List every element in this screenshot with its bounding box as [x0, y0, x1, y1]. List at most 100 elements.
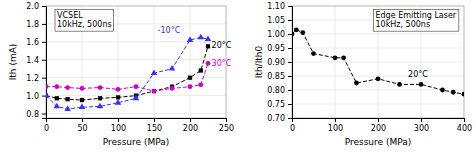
x-axis-title: Pressure (MPa) — [103, 137, 170, 147]
tick: 400 — [457, 118, 472, 133]
tick-label: 0 — [44, 124, 49, 133]
tick-mark — [288, 90, 292, 91]
tick-label: 1.05 — [267, 16, 285, 25]
grid-line — [46, 113, 226, 114]
tick: 1.6 — [26, 38, 46, 47]
tick: 0.8 — [26, 110, 46, 119]
plot-frame — [292, 6, 464, 118]
tick-mark — [226, 118, 227, 122]
series-line — [292, 30, 464, 94]
panel: 01002003004000.700.750.800.850.900.951.0… — [254, 2, 472, 147]
point — [65, 85, 70, 90]
grid-line — [190, 6, 191, 118]
axis-line — [47, 119, 227, 123]
point — [206, 61, 211, 66]
y-axis: 0.700.750.800.850.900.951.001.051.10 — [267, 2, 292, 123]
tick: 0.70 — [267, 114, 292, 123]
point — [206, 44, 210, 48]
tick-mark — [288, 48, 292, 49]
axis-line — [288, 7, 293, 119]
tick: 200 — [371, 118, 386, 133]
tick-label: 1.4 — [26, 56, 39, 65]
tick-mark — [378, 118, 379, 122]
series-line — [46, 63, 208, 91]
axis-line — [293, 119, 465, 123]
axis-line — [42, 7, 47, 119]
tick-label: 100 — [328, 124, 343, 133]
tick: 250 — [219, 118, 234, 133]
tick-label: 0.8 — [26, 110, 39, 119]
point — [462, 92, 464, 97]
figure: 0 50 100 150 200 250 0.8 1.0 1.2 1.4 1.6 1.8 2.0 Pres… — [0, 0, 474, 158]
point — [419, 82, 424, 87]
point — [151, 69, 157, 75]
tick: 1.0 — [26, 92, 46, 101]
tick: 1.05 — [267, 16, 292, 25]
point — [98, 96, 102, 100]
point — [54, 103, 60, 109]
tick: 50 — [77, 118, 87, 133]
annotation: 20°C — [408, 70, 428, 79]
tick-mark — [82, 118, 83, 122]
tick-label: 0.95 — [267, 44, 285, 53]
tick-label: 150 — [147, 124, 162, 133]
tick-label: 1.2 — [26, 74, 39, 83]
tick-label: 0.85 — [267, 72, 285, 81]
point — [440, 88, 445, 93]
point — [170, 86, 175, 91]
point — [133, 95, 139, 101]
tick-label: 2.0 — [26, 2, 39, 11]
tick: 300 — [414, 118, 429, 133]
tick: 0.75 — [267, 100, 292, 109]
point — [152, 89, 157, 94]
x-axis: 0 100 200 300 400 — [290, 118, 472, 133]
point — [55, 96, 59, 100]
point — [397, 82, 402, 87]
title-frame — [373, 9, 458, 31]
y-axis: 0.8 1.0 1.2 1.4 1.6 1.8 2.0 — [26, 2, 46, 119]
point — [199, 68, 203, 72]
point — [116, 87, 121, 92]
point — [376, 76, 381, 81]
point — [97, 103, 103, 109]
grid-line — [292, 76, 464, 77]
plot-area — [292, 27, 464, 96]
tick-mark — [288, 62, 292, 63]
y-axis-title: Ith (mA) — [8, 44, 18, 81]
tick: 1.10 — [267, 2, 292, 11]
tick-label: 200 — [183, 124, 198, 133]
tick-label: 0.80 — [267, 86, 285, 95]
tick-label: 1.8 — [26, 20, 39, 29]
tick-label: 200 — [371, 124, 386, 133]
title-box: VCSEL10kHz, 500ns — [55, 9, 114, 31]
point — [134, 84, 139, 89]
tick-mark — [154, 118, 155, 122]
point — [79, 104, 85, 110]
tick: 0.80 — [267, 86, 292, 95]
point — [311, 51, 316, 56]
point — [46, 84, 48, 89]
point — [115, 99, 121, 105]
tick-label: 100 — [111, 124, 126, 133]
tick-mark — [118, 118, 119, 122]
plot-area — [46, 34, 211, 111]
point — [169, 65, 175, 71]
grid-line — [292, 104, 464, 105]
tick-mark — [42, 24, 46, 25]
x-axis-title: Pressure (MPa) — [345, 137, 412, 147]
tick: 150 — [147, 118, 162, 133]
point — [205, 35, 211, 41]
point — [64, 105, 70, 111]
tick-label: 50 — [77, 124, 87, 133]
tick-label: 400 — [457, 124, 472, 133]
point — [187, 36, 193, 42]
tick: 0 — [290, 118, 295, 133]
grid-line — [292, 48, 464, 49]
tick: 200 — [183, 118, 198, 133]
tick-mark — [288, 34, 292, 35]
point — [354, 81, 359, 86]
series-line — [46, 46, 208, 100]
grid-line — [292, 62, 464, 63]
grid-line — [292, 90, 464, 91]
tick: 1.2 — [26, 74, 46, 83]
